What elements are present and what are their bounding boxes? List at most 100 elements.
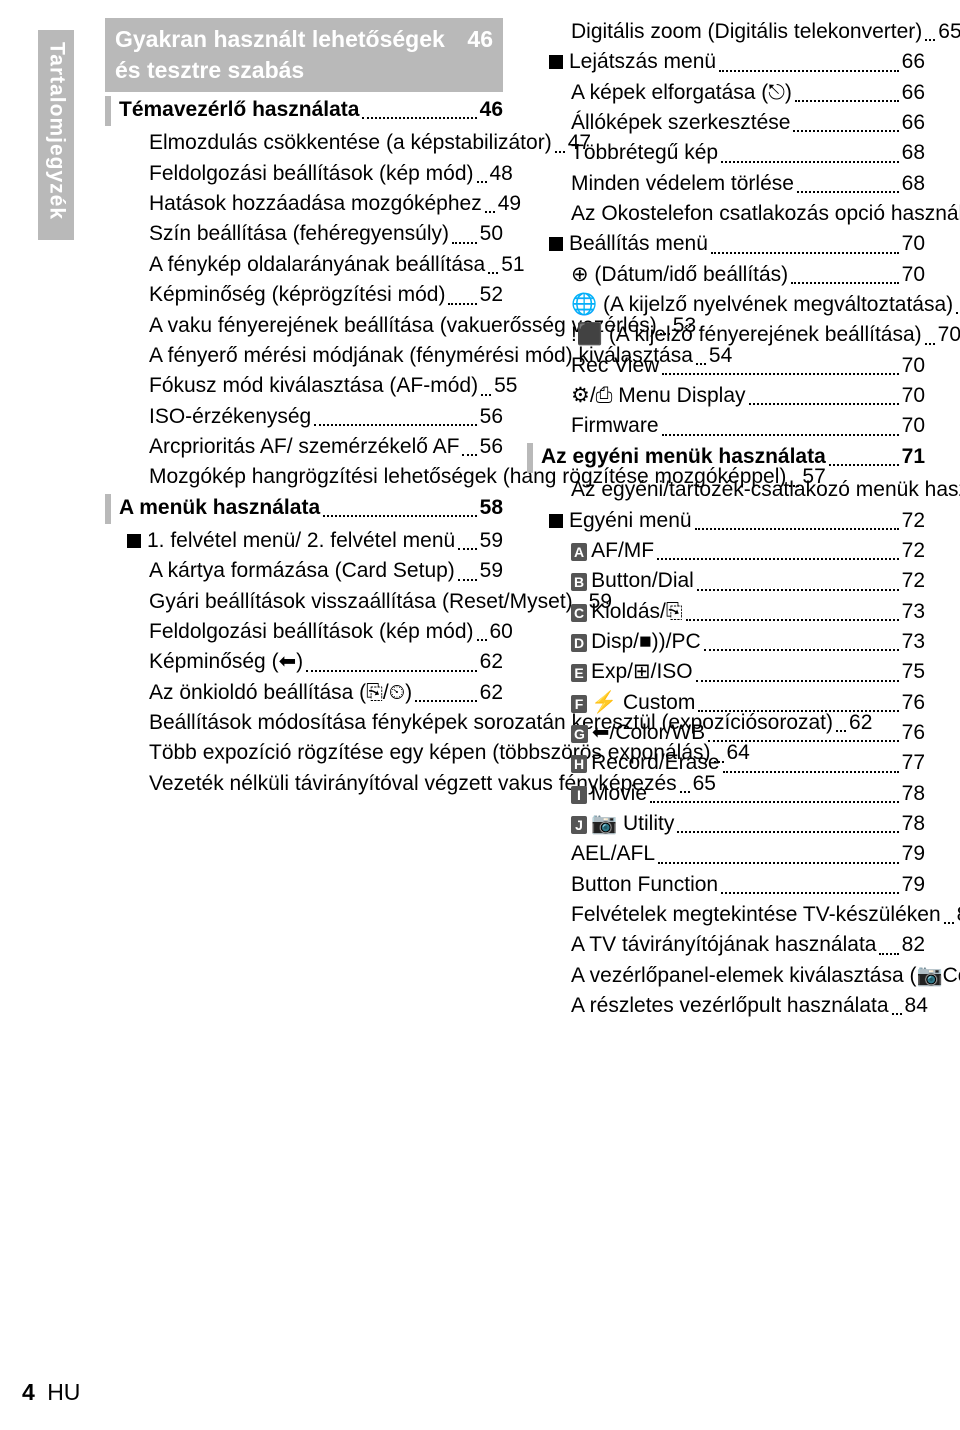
toc-label: Állóképek szerkesztése xyxy=(571,109,790,137)
toc-entry[interactable]: A képek elforgatása (⎋)66 xyxy=(527,79,925,107)
toc-label: Firmware xyxy=(571,412,659,440)
toc-entry[interactable]: Felvételek megtekintése TV-készüléken81 xyxy=(527,901,925,929)
toc-page: 48 xyxy=(490,160,513,188)
toc-entry[interactable]: AEL/AFL79 xyxy=(527,840,925,868)
toc-entry[interactable]: A vezérlőpanel-elemek kiválasztása (📷Con… xyxy=(527,962,925,990)
leader-dots xyxy=(696,680,899,682)
lang-label: HU xyxy=(47,1379,80,1405)
toc-entry[interactable]: 1. felvétel menü/ 2. felvétel menü59 xyxy=(105,527,503,555)
toc-entry[interactable]: Elmozdulás csökkentése (a képstabilizáto… xyxy=(105,129,503,157)
toc-entry[interactable]: Több expozíció rögzítése egy képen (több… xyxy=(105,739,503,767)
toc-entry[interactable]: Beállítások módosítása fényképek sorozat… xyxy=(105,709,503,737)
toc-heading[interactable]: A menük használata 58 xyxy=(105,494,503,524)
toc-page: 56 xyxy=(480,403,503,431)
toc-entry[interactable]: HRecord/Erase77 xyxy=(527,749,925,777)
toc-entry[interactable]: IMovie78 xyxy=(527,780,925,808)
toc-entry[interactable]: ⊕ (Dátum/idő beállítás)70 xyxy=(527,261,925,289)
toc-entry[interactable]: Gyári beállítások visszaállítása (Reset/… xyxy=(105,588,503,616)
toc-label-text: A vezérlőpanel-elemek kiválasztása (📷Con… xyxy=(571,964,960,987)
leader-dots xyxy=(791,282,898,284)
leader-dots xyxy=(662,434,899,436)
toc-entry[interactable]: Az Okostelefon csatlakozás opció használ… xyxy=(527,200,925,228)
leader-dots xyxy=(488,272,498,274)
toc-page: 62 xyxy=(480,679,503,707)
right-column: Digitális zoom (Digitális telekonverter)… xyxy=(527,18,925,1022)
toc-entry[interactable]: Többrétegű kép68 xyxy=(527,139,925,167)
toc-entry[interactable]: A TV távirányítójának használata82 xyxy=(527,931,925,959)
toc-entry[interactable]: Szín beállítása (fehéregyensúly)50 xyxy=(105,220,503,248)
toc-label-text: Egyéni menü xyxy=(569,509,692,532)
toc-entry[interactable]: ISO-érzékenység 56 xyxy=(105,403,503,431)
toc-entry[interactable]: A kártya formázása (Card Setup)59 xyxy=(105,557,503,585)
toc-label-text: A képek elforgatása (⎋) xyxy=(571,81,792,104)
toc-entry[interactable]: Vezeték nélküli távirányítóval végzett v… xyxy=(105,770,503,798)
menu-letter-icon: J xyxy=(571,816,587,834)
toc-entry[interactable]: F⚡ Custom76 xyxy=(527,689,925,717)
toc-entry[interactable]: CKioldás/⎘73 xyxy=(527,598,925,626)
toc-label: Az egyéni/tartozék-csatlakozó menük hasz… xyxy=(571,476,960,504)
toc-entry[interactable]: A fénykép oldalarányának beállítása51 xyxy=(105,251,503,279)
toc-entry[interactable]: ⚙/⎙ Menu Display70 xyxy=(527,382,925,410)
toc-entry[interactable]: Képminőség (⬅)62 xyxy=(105,648,503,676)
toc-label: DDisp/■))/PC xyxy=(571,628,701,656)
toc-entry[interactable]: Digitális zoom (Digitális telekonverter)… xyxy=(527,18,925,46)
toc-entry[interactable]: Lejátszás menü66 xyxy=(527,48,925,76)
leader-dots xyxy=(415,700,477,702)
toc-label: CKioldás/⎘ xyxy=(571,598,683,626)
toc-label: Gyári beállítások visszaállítása (Reset/… xyxy=(149,588,573,616)
toc-entry[interactable]: 🌐 (A kijelző nyelvének megváltoztatása)7… xyxy=(527,291,925,319)
toc-entry[interactable]: A fényerő mérési módjának (fénymérési mó… xyxy=(105,342,503,370)
toc-label-text: Hatások hozzáadása mozgóképhez xyxy=(149,192,482,215)
toc-entry[interactable]: Beállítás menü70 xyxy=(527,230,925,258)
toc-entry[interactable]: Arcprioritás AF/ szemérzékelő AF56 xyxy=(105,433,503,461)
toc-entry[interactable]: Mozgókép hangrögzítési lehetőségek (hang… xyxy=(105,463,503,491)
toc-entry[interactable]: Képminőség (képrögzítési mód)52 xyxy=(105,281,503,309)
toc-label-text: Record/Erase xyxy=(591,751,719,774)
toc-heading[interactable]: Az egyéni menük használata 71 xyxy=(527,443,925,473)
toc-page: 65 xyxy=(938,18,960,46)
toc-page: 60 xyxy=(490,618,513,646)
toc-label: EExp/⊞/ISO xyxy=(571,658,693,686)
toc-entry[interactable]: EExp/⊞/ISO75 xyxy=(527,658,925,686)
toc-label-text: Elmozdulás csökkentése (a képstabilizáto… xyxy=(149,131,552,154)
toc-label: Fókusz mód kiválasztása (AF-mód) xyxy=(149,372,478,400)
toc-page: 70 xyxy=(938,321,960,349)
toc-entry[interactable]: A részletes vezérlőpult használata84 xyxy=(527,992,925,1020)
toc-page: 72 xyxy=(902,537,925,565)
toc-page: 56 xyxy=(480,433,503,461)
toc-entry[interactable]: J📷 Utility78 xyxy=(527,810,925,838)
toc-entry[interactable]: Az önkioldó beállítása (⎘/⏲)62 xyxy=(105,679,503,707)
toc-entry[interactable]: DDisp/■))/PC73 xyxy=(527,628,925,656)
heading-bar xyxy=(105,96,111,126)
toc-entry[interactable]: Feldolgozási beállítások (kép mód)48 xyxy=(105,160,503,188)
toc-entry[interactable]: !⬛ (A kijelző fényerejének beállítása)70 xyxy=(527,321,925,349)
toc-entry[interactable]: Hatások hozzáadása mozgóképhez49 xyxy=(105,190,503,218)
toc-entry[interactable]: Button Function79 xyxy=(527,871,925,899)
toc-page: 84 xyxy=(905,992,928,1020)
toc-entry[interactable]: BButton/Dial72 xyxy=(527,567,925,595)
heading-bar xyxy=(105,494,111,524)
square-bullet-icon xyxy=(549,237,563,251)
toc-label: G⬅/Color/WB xyxy=(571,719,705,747)
toc-entry[interactable]: Firmware 70 xyxy=(527,412,925,440)
toc-page: 70 xyxy=(902,412,925,440)
toc-entry[interactable]: Rec View70 xyxy=(527,352,925,380)
toc-entry[interactable]: G⬅/Color/WB76 xyxy=(527,719,925,747)
toc-entry[interactable]: Minden védelem törlése68 xyxy=(527,170,925,198)
toc-entry[interactable]: A vaku fényerejének beállítása (vakuerős… xyxy=(105,312,503,340)
toc-label-text: Állóképek szerkesztése xyxy=(571,111,790,134)
toc-entry[interactable]: Egyéni menü72 xyxy=(527,507,925,535)
toc-page: 79 xyxy=(902,840,925,868)
toc-label-text: ⬅/Color/WB xyxy=(592,721,705,744)
toc-entry[interactable]: Feldolgozási beállítások (kép mód)60 xyxy=(105,618,503,646)
toc-heading[interactable]: Témavezérlő használata 46 xyxy=(105,96,503,126)
menu-letter-icon: G xyxy=(571,725,588,743)
leader-dots xyxy=(657,558,899,560)
toc-content: Gyakran használt lehetőségek és tesztre … xyxy=(105,18,925,1022)
toc-label-text: ISO-érzékenység xyxy=(149,405,311,428)
toc-entry[interactable]: Fókusz mód kiválasztása (AF-mód)55 xyxy=(105,372,503,400)
toc-entry[interactable]: Állóképek szerkesztése66 xyxy=(527,109,925,137)
toc-page: 70 xyxy=(902,352,925,380)
toc-entry[interactable]: AAF/MF72 xyxy=(527,537,925,565)
toc-entry[interactable]: Az egyéni/tartozék-csatlakozó menük hasz… xyxy=(527,476,925,504)
